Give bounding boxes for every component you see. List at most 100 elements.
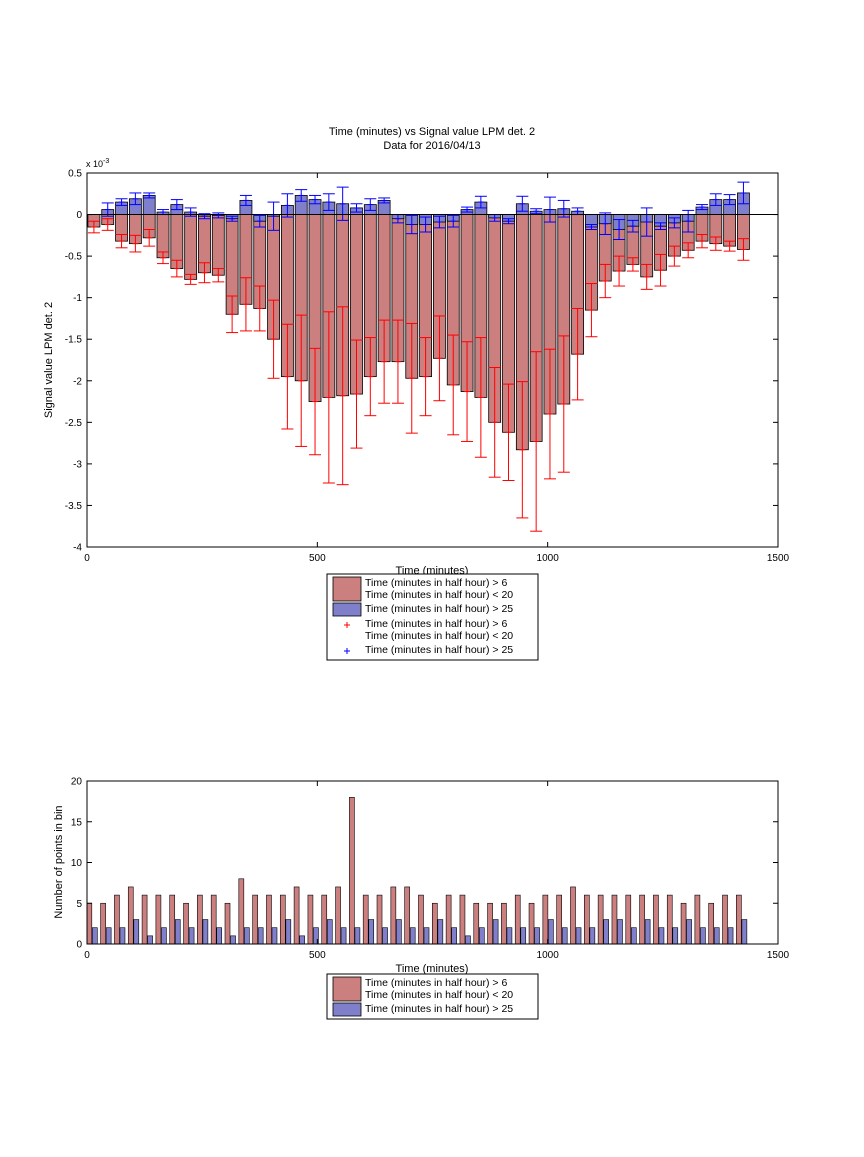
count-bar <box>105 927 112 945</box>
count-bar <box>680 902 687 945</box>
count-bar <box>114 894 120 945</box>
count-bar <box>326 919 333 945</box>
count-bar <box>644 919 651 945</box>
y-exponent-base: x 10 <box>86 159 103 169</box>
signal-legend-label-line2: Time (minutes in half hour) < 20 <box>365 589 513 601</box>
count-bar <box>459 894 466 945</box>
signal-y-tick-label: 0.5 <box>68 169 82 180</box>
count-legend-label: Time (minutes in half hour) > 6 <box>365 977 507 989</box>
signal-bar <box>156 214 170 259</box>
signal-legend-label: Time (minutes in half hour) > 6 <box>365 577 507 589</box>
count-bar <box>465 935 471 945</box>
signal-legend-label: Time (minutes in half hour) > 6 <box>365 618 507 630</box>
count-bar <box>169 894 176 945</box>
chart-title-line1: Time (minutes) vs Signal value LPM det. … <box>329 126 535 138</box>
count-bar <box>520 927 527 945</box>
signal-y-tick-label: -4 <box>73 543 82 554</box>
count-bar <box>362 894 369 945</box>
count-bar <box>197 894 203 945</box>
count-bar <box>666 894 673 945</box>
count-bar <box>279 894 286 945</box>
count-bar <box>257 927 264 945</box>
count-bar <box>597 894 604 945</box>
count-bar <box>603 919 609 945</box>
count-bar <box>575 927 582 945</box>
count-bar <box>514 894 521 945</box>
count-y-tick-label: 15 <box>71 817 83 828</box>
signal-x-tick-label: 1500 <box>767 553 790 564</box>
signal-legend-swatch <box>332 602 362 617</box>
count-bar <box>92 927 98 945</box>
count-bar <box>487 902 493 945</box>
count-bar <box>708 902 715 945</box>
count-bar <box>445 894 452 945</box>
count-bar <box>611 894 618 945</box>
count-bar <box>727 927 734 945</box>
count-bar <box>631 927 637 945</box>
signal-bars <box>87 192 750 451</box>
count-y-axis-label: Number of points in bin <box>53 805 65 918</box>
count-bar <box>437 919 444 945</box>
count-bar <box>501 902 507 945</box>
count-bar <box>478 927 485 945</box>
count-bar <box>307 894 314 945</box>
y-exponent-label: x 10-3 <box>86 158 109 169</box>
signal-y-tick-label: -3.5 <box>65 501 83 512</box>
count-bar <box>473 902 480 945</box>
count-bar <box>658 927 665 945</box>
count-bar <box>147 935 153 945</box>
count-bar <box>584 894 590 945</box>
count-bar <box>686 919 692 945</box>
count-bar <box>133 919 140 945</box>
count-bar <box>224 902 231 945</box>
count-legend-swatch <box>332 1002 362 1017</box>
count-bar <box>534 927 540 945</box>
count-x-tick-label: 500 <box>309 950 326 961</box>
count-x-tick-label: 1000 <box>537 950 560 961</box>
count-bar <box>492 919 499 945</box>
count-chart: 0 500 1000 1500 0 5 10 15 20 Time (minutes) Numb… <box>53 777 790 1020</box>
signal-y-tick-label: -0.5 <box>65 252 83 263</box>
count-bar <box>542 894 549 945</box>
count-bars <box>86 796 748 945</box>
signal-y-tick-label: -3 <box>73 459 82 470</box>
count-bar <box>368 919 375 945</box>
count-bar <box>161 927 167 945</box>
count-bar <box>736 894 742 945</box>
count-bar <box>548 919 554 945</box>
count-bar <box>396 919 402 945</box>
count-bar <box>141 894 148 945</box>
count-bar <box>589 927 596 945</box>
chart-title-line2: Data for 2016/04/13 <box>383 140 480 152</box>
count-bar <box>617 919 623 945</box>
count-axes: 0 500 1000 1500 0 5 10 15 20 <box>71 777 790 962</box>
count-bar <box>155 894 162 945</box>
count-bar <box>382 927 388 945</box>
count-bar <box>376 894 383 945</box>
count-bar <box>174 919 181 945</box>
count-bar <box>340 927 347 945</box>
count-bar <box>354 927 361 945</box>
count-y-tick-label: 20 <box>71 777 83 788</box>
count-bar <box>188 927 195 945</box>
count-bar <box>321 894 328 945</box>
signal-plot-frame <box>86 172 779 548</box>
count-bar <box>451 927 457 945</box>
signal-y-axis-label: Signal value LPM det. 2 <box>43 302 55 418</box>
count-bar <box>672 927 679 945</box>
count-bar <box>561 927 568 945</box>
count-bar <box>230 935 236 945</box>
count-bar <box>639 894 645 945</box>
count-bar <box>216 927 223 945</box>
count-bar <box>349 796 355 945</box>
count-x-tick-label: 0 <box>84 950 90 961</box>
count-bar <box>244 927 250 945</box>
signal-bar <box>211 214 225 276</box>
signal-x-tick-label: 500 <box>309 553 326 564</box>
count-bar <box>266 894 272 945</box>
signal-legend-label: Time (minutes in half hour) > 25 <box>365 603 513 615</box>
signal-bar <box>184 214 198 280</box>
